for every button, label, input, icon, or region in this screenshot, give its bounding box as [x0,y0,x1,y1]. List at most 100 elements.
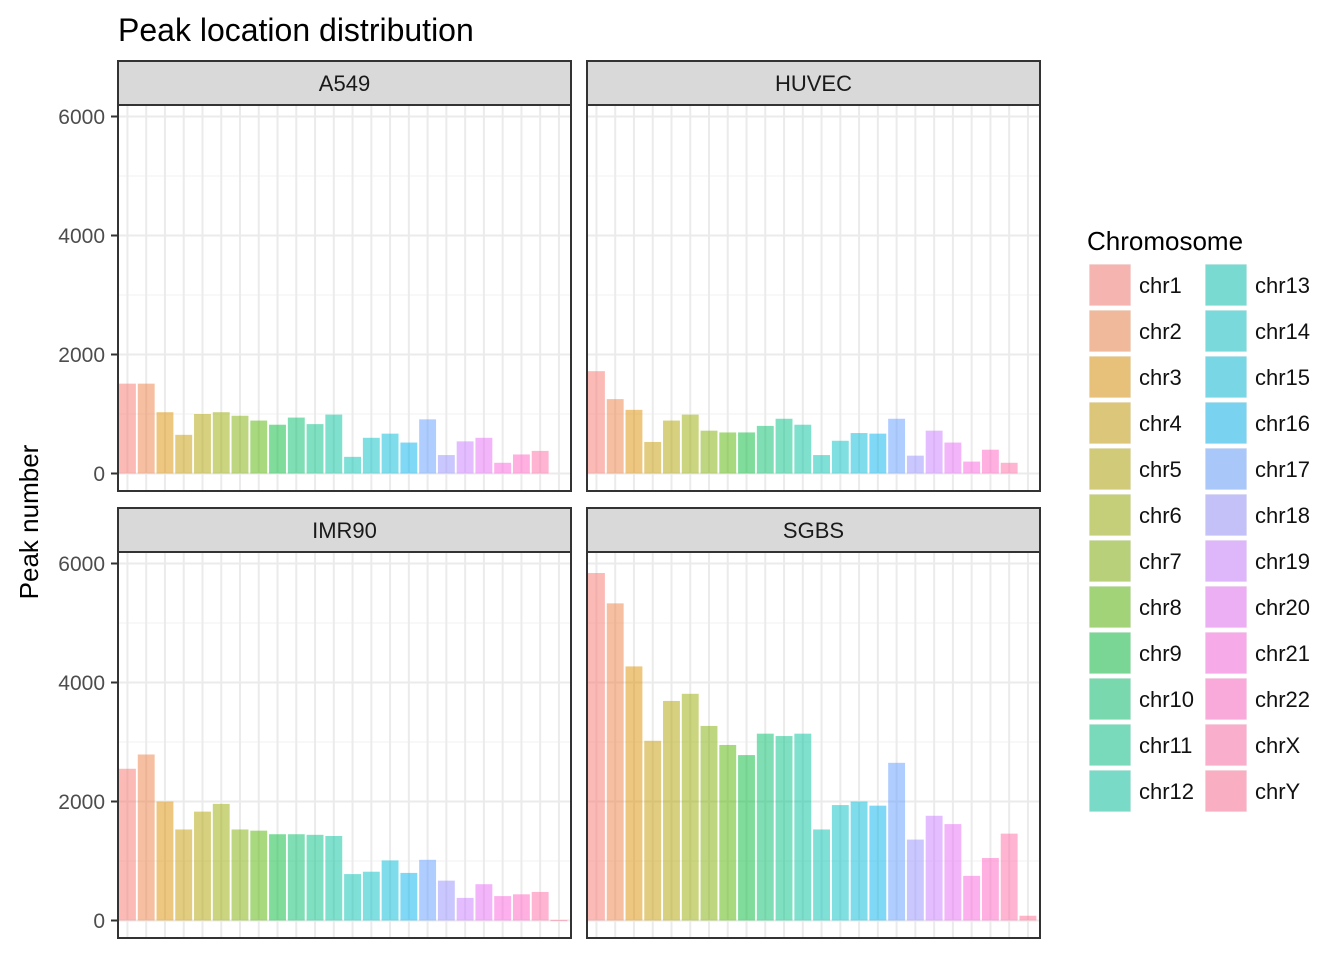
bar-chrX [1000,462,1018,474]
legend-key [1205,586,1247,628]
legend-key [1089,264,1131,306]
bar-chr4 [644,441,662,474]
bar-chr21 [963,875,981,921]
bar-chr2 [606,603,624,921]
legend-key [1205,678,1247,720]
legend-item-chr8: chr8 [1089,586,1182,628]
legend-label: chr3 [1139,365,1182,390]
y-tick-label: 4000 [58,672,105,695]
bar-chr5 [194,414,211,474]
bar-chr5 [663,420,680,474]
bar-chr18 [437,880,455,921]
legend-key [1089,540,1131,582]
bar-chr9 [738,755,755,921]
facet-strip [117,60,572,106]
bar-chr18 [437,455,455,474]
panels-layer: A549 0 2000 4000 6000 HUVEC IMR90 0 2000 4000 6000… [58,60,1041,939]
bar-chr11 [775,418,793,474]
bar-chr14 [831,440,849,474]
bar-chr11 [306,424,324,474]
y-tick-label: 4000 [58,225,105,248]
bar-chr8 [719,744,737,921]
legend-label: chr6 [1139,503,1182,528]
y-tick-label: 2000 [58,791,105,814]
bar-chr16 [869,433,887,474]
legend-item-chr15: chr15 [1205,356,1310,398]
facet-panel-huvec: HUVEC [586,60,1041,492]
bar-chr8 [250,830,268,921]
legend-item-chr9: chr9 [1089,632,1182,674]
legend-item-chr19: chr19 [1205,540,1310,582]
bar-chr14 [362,437,380,474]
legend-label: chr5 [1139,457,1182,482]
y-axis: 0 2000 4000 6000 [58,553,118,933]
bar-chr12 [794,733,812,921]
bar-chr6 [681,693,699,921]
legend-label: chr2 [1139,319,1182,344]
bar-chr20 [475,884,493,921]
legend-label: chr11 [1139,733,1192,758]
facet-strip [117,507,572,553]
bar-chr9 [738,432,755,474]
bar-chr22 [512,894,530,921]
bar-chr10 [287,834,305,921]
facet-strip-label: HUVEC [775,71,852,96]
legend-item-chr11: chr11 [1089,724,1192,766]
legend-key [1089,448,1131,490]
legend-label: chr4 [1139,411,1182,436]
y-tick-label: 6000 [58,553,105,576]
legend-key [1205,402,1247,444]
bar-chr8 [250,420,268,474]
legend-item-chr12: chr12 [1089,770,1194,812]
legend-label: chr22 [1255,687,1310,712]
legend-label: chr14 [1255,319,1310,344]
facet-strip-label: IMR90 [312,518,377,543]
legend-key [1089,494,1131,536]
legend-item-chrY: chrY [1205,770,1301,812]
bar-chr19 [925,430,943,474]
bar-chr21 [494,462,512,474]
legend-label: chr17 [1255,457,1310,482]
legend-label: chr20 [1255,595,1310,620]
bar-chr8 [719,432,737,474]
legend-title: Chromosome [1087,226,1243,256]
legend-label: chrY [1255,779,1301,804]
legend-key [1089,310,1131,352]
bar-chr1 [588,371,605,474]
legend-item-chr14: chr14 [1205,310,1310,352]
bar-chr13 [813,455,830,474]
legend-label: chr9 [1139,641,1182,666]
plot-background [118,552,571,938]
bar-chr17 [888,762,906,921]
legend-label: chr13 [1255,273,1310,298]
legend-key [1089,770,1131,812]
bar-chr17 [888,418,906,474]
bar-chrY [550,919,568,921]
y-tick-label: 0 [93,910,105,933]
legend-label: chr21 [1255,641,1310,666]
legend-item-chrX: chrX [1205,724,1301,766]
bar-chr16 [869,805,887,921]
bar-chr1 [588,573,605,921]
bar-chrX [1000,833,1018,921]
bar-chr5 [194,811,211,921]
legend-item-chr18: chr18 [1205,494,1310,536]
chart-title: Peak location distribution [118,12,474,48]
y-axis: 0 2000 4000 6000 [58,106,118,486]
bar-chr7 [700,430,718,474]
bar-chrY [1019,915,1037,921]
bar-chr19 [925,815,943,921]
bar-chr10 [756,425,774,474]
bar-chr7 [231,415,249,474]
facet-strip-label: SGBS [783,518,844,543]
legend-item-chr1: chr1 [1089,264,1182,306]
bar-chr6 [681,414,699,474]
legend-key [1205,540,1247,582]
legend-key [1089,586,1131,628]
bar-chr1 [119,383,136,474]
bar-chr1 [119,768,136,921]
legend: Chromosome chr1 chr2 chr3 chr4 chr5 chr6 chr7 c… [1087,226,1310,812]
plot-background [118,105,571,491]
legend-label: chr16 [1255,411,1310,436]
